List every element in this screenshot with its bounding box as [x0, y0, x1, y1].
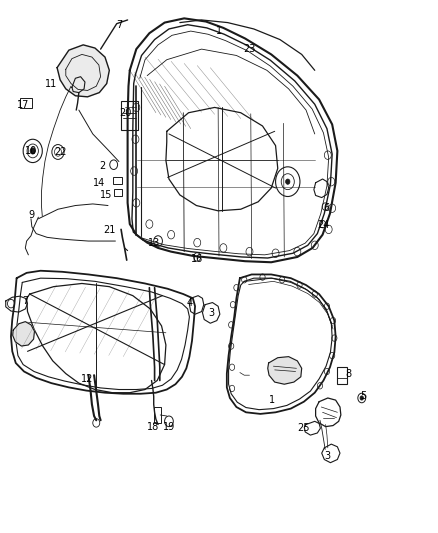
- Circle shape: [360, 396, 364, 400]
- Text: 25: 25: [297, 423, 310, 433]
- Text: 7: 7: [116, 20, 122, 30]
- Circle shape: [286, 179, 290, 184]
- Text: 5: 5: [360, 391, 367, 401]
- Text: 19: 19: [163, 422, 175, 432]
- Text: 2: 2: [99, 161, 106, 171]
- Bar: [154, 407, 161, 423]
- Text: 6: 6: [323, 203, 329, 213]
- Polygon shape: [57, 45, 110, 97]
- Text: 1: 1: [216, 26, 222, 36]
- Bar: [20, 98, 32, 109]
- Text: 18: 18: [147, 422, 159, 432]
- Polygon shape: [13, 321, 35, 346]
- Text: 14: 14: [93, 177, 105, 188]
- Text: 8: 8: [346, 369, 352, 378]
- Text: 10: 10: [25, 146, 37, 156]
- Bar: [113, 177, 121, 184]
- Text: 22: 22: [54, 147, 67, 157]
- Text: 17: 17: [17, 100, 29, 110]
- Text: 3: 3: [325, 451, 331, 462]
- Bar: [336, 367, 347, 384]
- Bar: [114, 189, 122, 196]
- Polygon shape: [268, 357, 302, 384]
- Text: 4: 4: [186, 297, 192, 308]
- Text: 13: 13: [148, 238, 160, 248]
- Text: 9: 9: [28, 209, 34, 220]
- Text: 24: 24: [317, 220, 330, 230]
- Text: 16: 16: [191, 254, 203, 263]
- Text: 15: 15: [100, 190, 112, 200]
- Text: 3: 3: [208, 308, 214, 318]
- Text: 7: 7: [22, 296, 28, 306]
- Text: 12: 12: [81, 374, 93, 384]
- Text: 11: 11: [45, 78, 57, 88]
- Bar: [121, 101, 138, 130]
- Text: 21: 21: [103, 225, 116, 236]
- Text: 20: 20: [119, 108, 131, 118]
- Text: 23: 23: [243, 44, 256, 54]
- Text: 1: 1: [269, 395, 275, 405]
- Circle shape: [30, 148, 35, 154]
